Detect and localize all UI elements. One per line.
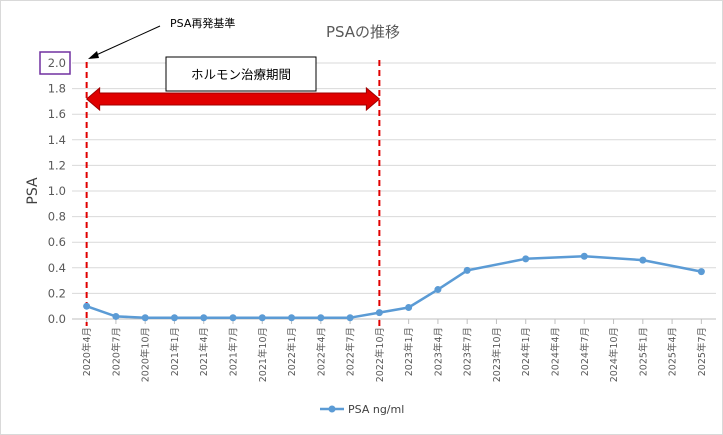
x-tick-3: 2021年1月 — [169, 327, 181, 376]
threshold-tick-box — [39, 51, 71, 75]
x-tick-11: 2023年1月 — [403, 327, 415, 376]
y-tick-0.8: 0.8 — [48, 210, 66, 224]
data-point-12 — [434, 286, 442, 294]
data-point-15 — [580, 252, 588, 260]
x-tick-13: 2023年7月 — [462, 327, 474, 376]
period-label-box — [165, 56, 317, 92]
data-point-10 — [375, 309, 383, 317]
data-point-1 — [112, 312, 120, 320]
data-point-17 — [697, 268, 705, 276]
data-point-14 — [522, 255, 530, 263]
x-tick-10: 2022年10月 — [374, 327, 386, 382]
y-tick-1.8: 1.8 — [48, 82, 66, 96]
x-tick-labels: 2020年4月 2020年7月 2020年10月 2021年1月 2021年4月 2021… — [81, 327, 708, 382]
data-point-2 — [141, 314, 149, 322]
x-tick-0: 2020年4月 — [81, 327, 93, 376]
x-tick-16: 2024年4月 — [550, 327, 562, 376]
y-tick-1.4: 1.4 — [48, 133, 66, 147]
y-tick-0.4: 0.4 — [48, 261, 66, 275]
data-point-5 — [229, 314, 237, 322]
x-tick-14: 2023年10月 — [491, 327, 503, 382]
y-tick-1.6: 1.6 — [48, 107, 66, 121]
threshold-callout-arrow — [93, 25, 161, 57]
threshold-callout-arrowhead — [88, 51, 99, 59]
x-tick-17: 2024年7月 — [579, 327, 591, 376]
x-tick-4: 2021年4月 — [198, 327, 210, 376]
y-tick-2.0: 2.0 — [48, 56, 66, 70]
legend: PSA ng/ml — [320, 403, 404, 416]
x-tick-19: 2025年1月 — [637, 327, 649, 376]
data-point-6 — [258, 314, 266, 322]
x-tick-21: 2025年7月 — [696, 327, 708, 376]
chart-title: PSAの推移 — [326, 23, 400, 41]
y-tick-0.6: 0.6 — [48, 235, 66, 249]
period-label: ホルモン治療期間 — [191, 67, 291, 82]
legend-marker-icon — [328, 405, 336, 413]
data-point-7 — [288, 314, 296, 322]
x-tick-6: 2021年10月 — [257, 327, 269, 382]
threshold-label: PSA再発基準 — [170, 16, 235, 30]
legend-entry: PSA ng/ml — [348, 403, 404, 416]
x-tick-20: 2025年4月 — [667, 327, 679, 376]
data-point-13 — [463, 266, 471, 274]
x-tick-9: 2022年7月 — [345, 327, 357, 376]
y-tick-1.0: 1.0 — [48, 184, 66, 198]
data-point-11 — [405, 303, 413, 311]
data-point-0 — [83, 302, 91, 310]
x-tick-18: 2024年10月 — [608, 327, 620, 382]
data-point-4 — [200, 314, 208, 322]
y-tick-labels: 0.0 0.2 0.4 0.6 0.8 1.0 1.2 1.4 1.6 1.8 2.0 — [48, 56, 66, 326]
x-tick-2: 2020年10月 — [140, 327, 152, 382]
series-layer — [83, 252, 705, 322]
annotation-layer: ホルモン治療期間 PSA再発基準 — [39, 16, 381, 326]
treatment-period-arrow — [85, 86, 381, 112]
x-tick-7: 2022年1月 — [286, 327, 298, 376]
series-line — [86, 255, 702, 319]
data-point-9 — [346, 314, 354, 322]
y-tick-0.2: 0.2 — [48, 286, 66, 300]
x-tick-8: 2022年4月 — [315, 327, 327, 376]
y-tick-1.2: 1.2 — [48, 158, 66, 172]
data-point-16 — [639, 256, 647, 264]
y-tick-0.0: 0.0 — [48, 312, 66, 326]
data-point-3 — [170, 314, 178, 322]
x-tick-5: 2021年7月 — [228, 327, 240, 376]
data-point-8 — [317, 314, 325, 322]
x-tick-12: 2023年4月 — [432, 327, 444, 376]
y-axis-label: PSA — [25, 177, 41, 205]
x-tick-1: 2020年7月 — [110, 327, 122, 376]
x-tick-15: 2024年1月 — [520, 327, 532, 376]
